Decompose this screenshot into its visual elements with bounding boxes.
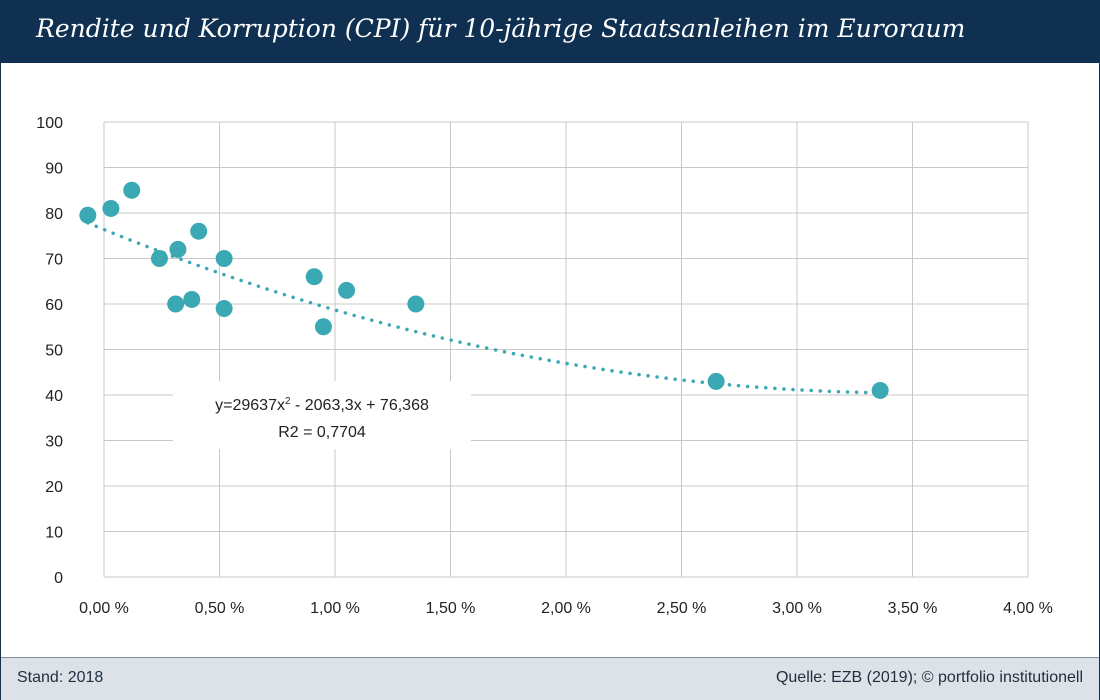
data-point [215, 250, 233, 267]
y-tick-label: 60 [45, 297, 63, 314]
y-tick-label: 40 [45, 388, 63, 405]
data-point [169, 240, 187, 258]
y-tick-label: 100 [36, 115, 63, 132]
trendline [86, 221, 882, 395]
y-tick-label: 90 [45, 161, 63, 178]
r-squared: R2 = 0,7704 [278, 424, 366, 441]
footer-date: Stand: 2018 [17, 669, 104, 686]
trend-equation: y=29637x2 - 2063,3x + 76,368 [215, 396, 429, 414]
data-point [338, 281, 356, 299]
data-point [190, 222, 208, 240]
y-tick-label: 70 [45, 252, 63, 269]
title-bar: Rendite und Korruption (CPI) für 10-jähr… [0, 0, 1100, 63]
x-tick-label: 1,00 % [310, 600, 360, 617]
x-tick-label: 4,00 % [1003, 600, 1053, 617]
y-tick-label: 80 [45, 206, 63, 223]
y-tick-label: 0 [54, 570, 63, 587]
x-tick-label: 3,00 % [772, 600, 822, 617]
scatter-chart: 0 10 20 30 40 50 60 70 80 90 100 0,00 % 0,50 % 1,00 %… [36, 115, 1053, 617]
data-point [305, 268, 323, 286]
data-point [871, 381, 889, 399]
equation-box [173, 381, 471, 449]
y-tick-label: 30 [45, 434, 63, 451]
data-point [123, 181, 141, 199]
x-tick-label: 1,50 % [426, 600, 476, 617]
data-point [314, 318, 332, 336]
x-tick-label: 2,50 % [657, 600, 707, 617]
x-tick-label: 0,50 % [195, 600, 245, 617]
y-tick-label: 50 [45, 343, 63, 360]
data-point [150, 250, 168, 267]
chart-title: Rendite und Korruption (CPI) für 10-jähr… [36, 14, 966, 43]
data-point [183, 290, 201, 308]
y-tick-label: 20 [45, 479, 63, 496]
data-point [407, 295, 425, 313]
y-tick-label: 10 [45, 525, 63, 542]
data-point [707, 372, 725, 390]
data-point [102, 199, 120, 217]
data-point [167, 295, 185, 313]
x-tick-label: 2,00 % [541, 600, 591, 617]
footer-bar: Stand: 2018 Quelle: EZB (2019); © portfo… [1, 657, 1099, 700]
x-tick-label: 3,50 % [888, 600, 938, 617]
x-tick-label: 0,00 % [79, 600, 129, 617]
data-point [79, 206, 97, 224]
data-point [215, 300, 233, 318]
footer-source: Quelle: EZB (2019); © portfolio institut… [775, 669, 1083, 686]
